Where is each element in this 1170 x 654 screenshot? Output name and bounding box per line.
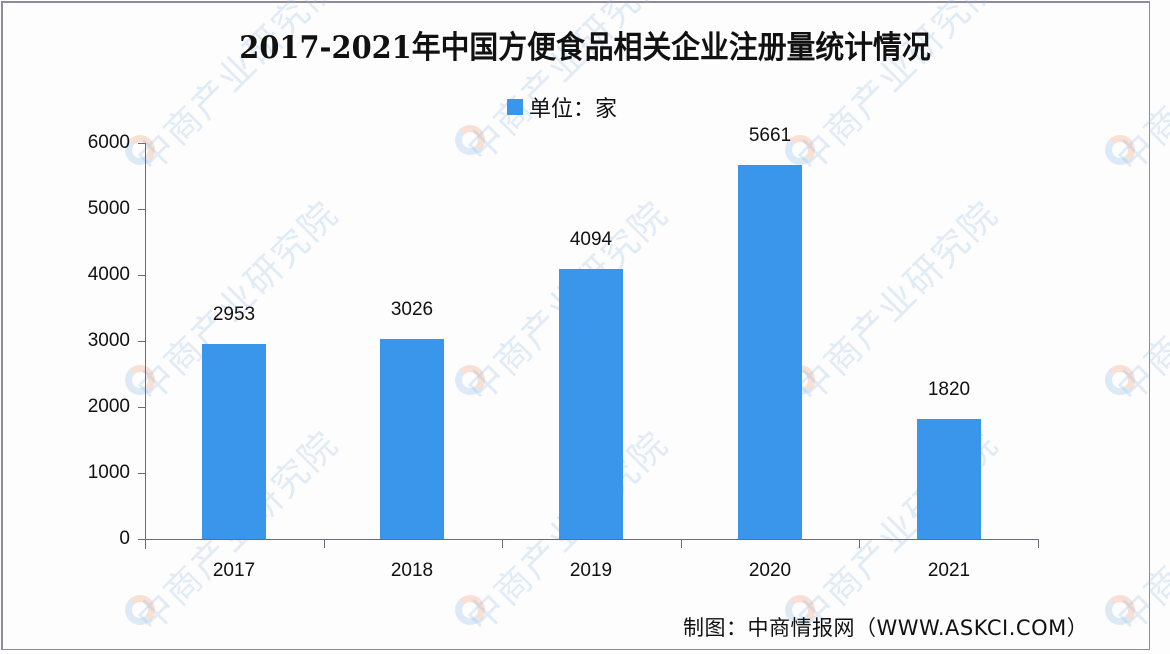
y-tick-label: 5000 bbox=[87, 198, 130, 219]
bar-2019 bbox=[559, 268, 623, 539]
legend-swatch-icon bbox=[507, 99, 523, 115]
y-tick bbox=[138, 473, 146, 474]
y-tick bbox=[138, 275, 146, 276]
y-tick-label: 3000 bbox=[87, 330, 130, 351]
x-axis-line bbox=[145, 539, 1038, 540]
x-tick bbox=[145, 539, 146, 548]
chart-frame bbox=[1, 1, 1150, 650]
value-label: 5661 bbox=[748, 125, 792, 147]
x-tick bbox=[502, 539, 504, 548]
y-axis-line bbox=[145, 143, 146, 549]
x-tick-label: 2019 bbox=[569, 560, 613, 581]
y-tick bbox=[138, 341, 146, 342]
bar-2017 bbox=[202, 344, 266, 539]
x-tick-label: 2017 bbox=[212, 560, 256, 581]
x-tick bbox=[680, 539, 682, 548]
x-tick bbox=[859, 539, 861, 548]
x-tick-label: 2018 bbox=[390, 560, 434, 581]
x-tick-label: 2020 bbox=[748, 560, 792, 581]
value-label: 3026 bbox=[390, 299, 434, 321]
x-tick bbox=[323, 539, 325, 548]
x-tick-label: 2021 bbox=[927, 560, 971, 581]
y-tick bbox=[138, 407, 146, 408]
y-tick-label: 2000 bbox=[87, 396, 130, 417]
value-label: 1820 bbox=[927, 378, 971, 400]
y-tick bbox=[138, 209, 146, 210]
y-tick-label: 6000 bbox=[87, 132, 130, 153]
y-tick-label: 1000 bbox=[87, 462, 130, 483]
y-tick bbox=[138, 143, 146, 144]
legend-label: 单位：家 bbox=[529, 97, 618, 122]
y-tick bbox=[138, 539, 146, 540]
value-label: 2953 bbox=[212, 304, 256, 326]
bar-2021 bbox=[917, 418, 981, 539]
source-credit: 制图：中商情报网（WWW.ASKCI.COM） bbox=[683, 616, 1089, 640]
value-label: 4094 bbox=[569, 228, 613, 250]
chart-title: 2017-2021年中国方便食品相关企业注册量统计情况 bbox=[239, 30, 931, 66]
y-tick-label: 4000 bbox=[87, 264, 130, 285]
bar-2018 bbox=[380, 339, 444, 539]
bar-2020 bbox=[738, 165, 802, 539]
y-tick-label: 0 bbox=[119, 528, 130, 549]
x-tick bbox=[1038, 539, 1039, 548]
legend: 单位：家 bbox=[507, 91, 617, 123]
